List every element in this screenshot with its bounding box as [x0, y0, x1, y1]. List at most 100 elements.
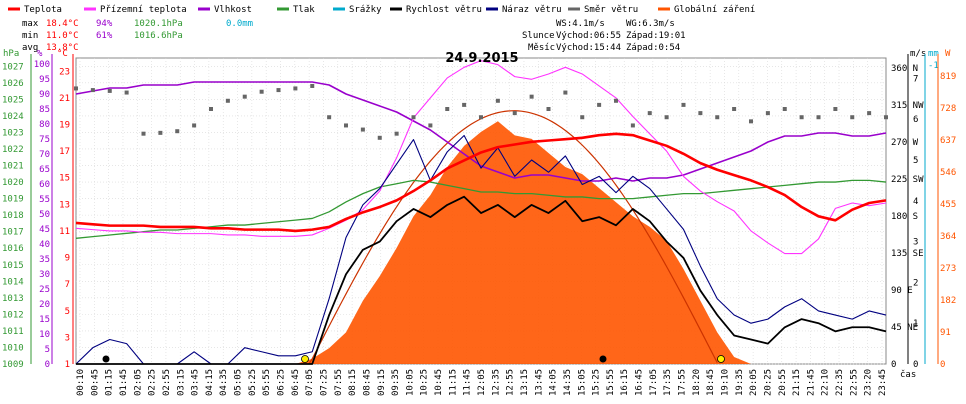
x-tick-label: 15:05: [577, 369, 587, 396]
sun-rise: Východ:06:55: [556, 31, 621, 41]
tick-wind: 3: [913, 238, 918, 248]
axis-label-hpa: hPa: [3, 49, 19, 59]
tick-wind: 7: [913, 74, 918, 84]
stat-max-label: max: [22, 19, 39, 29]
tick-wind: 1: [913, 319, 918, 329]
tick-mm: -1: [928, 61, 939, 71]
x-tick-label: 19:35: [735, 369, 745, 396]
tick-percent: 45: [39, 225, 50, 235]
series-teoreticke-zareni: [308, 110, 718, 365]
wind-direction-point: [276, 88, 281, 93]
wind-stat-wg: WG:6.3m/s: [626, 19, 675, 29]
tick-hpa: 1021: [2, 162, 24, 172]
wind-direction-point: [209, 107, 213, 111]
axis-label-celsius: °C: [57, 49, 68, 59]
wind-direction-point: [74, 86, 78, 91]
tick-percent: 50: [39, 210, 50, 220]
legend-label: Rychlost větru: [406, 5, 482, 15]
wind-direction-point: [630, 123, 635, 128]
tick-percent: 15: [39, 315, 50, 325]
tick-direction: 0: [891, 360, 896, 370]
stat-max-temp: 18.4°C: [46, 19, 79, 29]
tick-hpa: 1020: [2, 178, 24, 188]
moon-rise: Východ:15:44: [556, 43, 621, 53]
stat-max-hum: 94%: [96, 19, 113, 29]
wind-direction-point: [867, 111, 872, 116]
moon-set: Západ:0:54: [626, 43, 680, 53]
series-globalni-zareni: [76, 121, 886, 364]
axis-label-percent: %: [37, 49, 43, 59]
tick-hpa: 1009: [2, 360, 24, 370]
tick-hpa: 1012: [2, 310, 24, 320]
tick-hpa: 1025: [2, 95, 24, 105]
tick-percent: 5: [45, 345, 50, 355]
wind-direction-point: [377, 135, 382, 140]
tick-hpa: 1026: [2, 79, 24, 89]
x-tick-label: 01:45: [119, 369, 129, 396]
tick-wind: 0: [913, 360, 918, 370]
wind-direction-point: [141, 131, 146, 136]
stat-max-press: 1020.1hPa: [134, 19, 183, 29]
moon-label: Měsíc: [528, 43, 555, 53]
axis-label-wind: m/s: [910, 49, 926, 59]
axis-label-w: W: [945, 49, 951, 59]
tick-percent: 85: [39, 105, 50, 115]
wind-direction-point: [158, 130, 163, 135]
stat-min-press: 1016.6hPa: [134, 31, 183, 41]
tick-w: 0: [940, 360, 945, 370]
tick-hpa: 1016: [2, 244, 24, 254]
wind-direction-point: [175, 129, 180, 134]
wind-direction-point: [394, 131, 399, 136]
wind-direction-point: [580, 115, 585, 120]
stat-max-rain: 0.0mm: [226, 19, 253, 29]
tick-celsius: 11: [59, 227, 70, 237]
wind-direction-point: [124, 90, 129, 95]
axis-label-mm: mm: [928, 49, 939, 59]
x-tick-label: 20:55: [778, 369, 788, 396]
wind-direction-point: [259, 89, 264, 94]
tick-wind: 6: [913, 115, 918, 125]
x-tick-label: 15:25: [592, 369, 602, 396]
tick-direction: 45 NE: [891, 323, 918, 333]
wind-direction-point: [749, 119, 753, 124]
stat-min-temp: 11.0°C: [46, 31, 79, 41]
legend-label: Tlak: [293, 5, 315, 15]
tick-percent: 10: [39, 330, 50, 340]
tick-hpa: 1017: [2, 228, 24, 238]
legend-label: Srážky: [349, 5, 382, 15]
x-tick-label: 10:45: [434, 369, 444, 396]
x-tick-label: 20:05: [749, 369, 759, 396]
x-tick-label: 04:35: [219, 369, 229, 396]
wind-direction-point: [242, 94, 247, 99]
x-tick-label: 16:15: [620, 369, 630, 396]
tick-w: 546: [940, 168, 956, 178]
tick-celsius: 7: [65, 280, 70, 290]
wind-direction-point: [698, 111, 703, 116]
x-tick-label: 18:20: [692, 369, 702, 396]
tick-percent: 25: [39, 285, 50, 295]
x-tick-label: 12:05: [477, 369, 487, 396]
legend-label: Náraz větru: [502, 5, 562, 15]
tick-w: 728: [940, 104, 956, 114]
tick-percent: 100: [34, 60, 50, 70]
wind-direction-point: [597, 102, 602, 107]
tick-hpa: 1018: [2, 211, 24, 221]
tick-wind: 5: [913, 156, 918, 166]
x-tick-label: 05:25: [248, 369, 258, 396]
legend: Teplota Přízemní teplota Vlhkost Tlak Srážky…: [8, 5, 755, 15]
wind-direction-point: [293, 86, 298, 91]
x-tick-label: 09:35: [391, 369, 401, 396]
wind-direction-point: [310, 83, 315, 88]
wind-direction-point: [192, 123, 197, 128]
tick-percent: 0: [45, 360, 50, 370]
wind-direction-point: [833, 107, 838, 111]
x-tick-label: 05:05: [234, 369, 244, 396]
tick-direction: 180 S: [891, 212, 918, 222]
legend-label: Vlhkost: [214, 5, 252, 15]
x-tick-label: 16:45: [635, 369, 645, 396]
tick-w: 91: [940, 328, 951, 338]
wind-direction-point: [428, 123, 433, 128]
x-tick-label: 10:05: [405, 369, 415, 396]
